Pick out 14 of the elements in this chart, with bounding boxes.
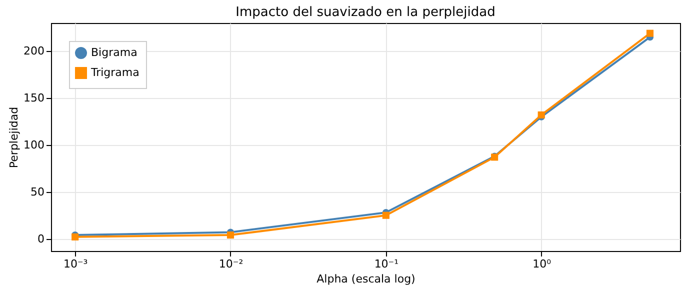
y-tick-label: 150 xyxy=(24,92,44,105)
y-tick-label: 50 xyxy=(30,185,44,198)
y-tick-label: 100 xyxy=(24,138,44,152)
legend-label: Bigrama xyxy=(91,46,138,59)
legend-label: Trigrama xyxy=(90,66,140,79)
y-tick-label: 200 xyxy=(24,44,44,58)
chart-title: Impacto del suavizado en la perplejidad xyxy=(236,5,496,20)
x-axis-title: Alpha (escala log) xyxy=(316,272,416,286)
x-tick-label: 10⁻² xyxy=(218,258,244,270)
y-axis-title: Perplejidad xyxy=(8,106,21,168)
y-tick-label: 0 xyxy=(38,232,44,246)
x-tick-label: 10⁰ xyxy=(532,258,552,270)
x-tick-label: 10⁻¹ xyxy=(374,258,399,270)
x-tick-label: 10⁻³ xyxy=(63,258,88,270)
